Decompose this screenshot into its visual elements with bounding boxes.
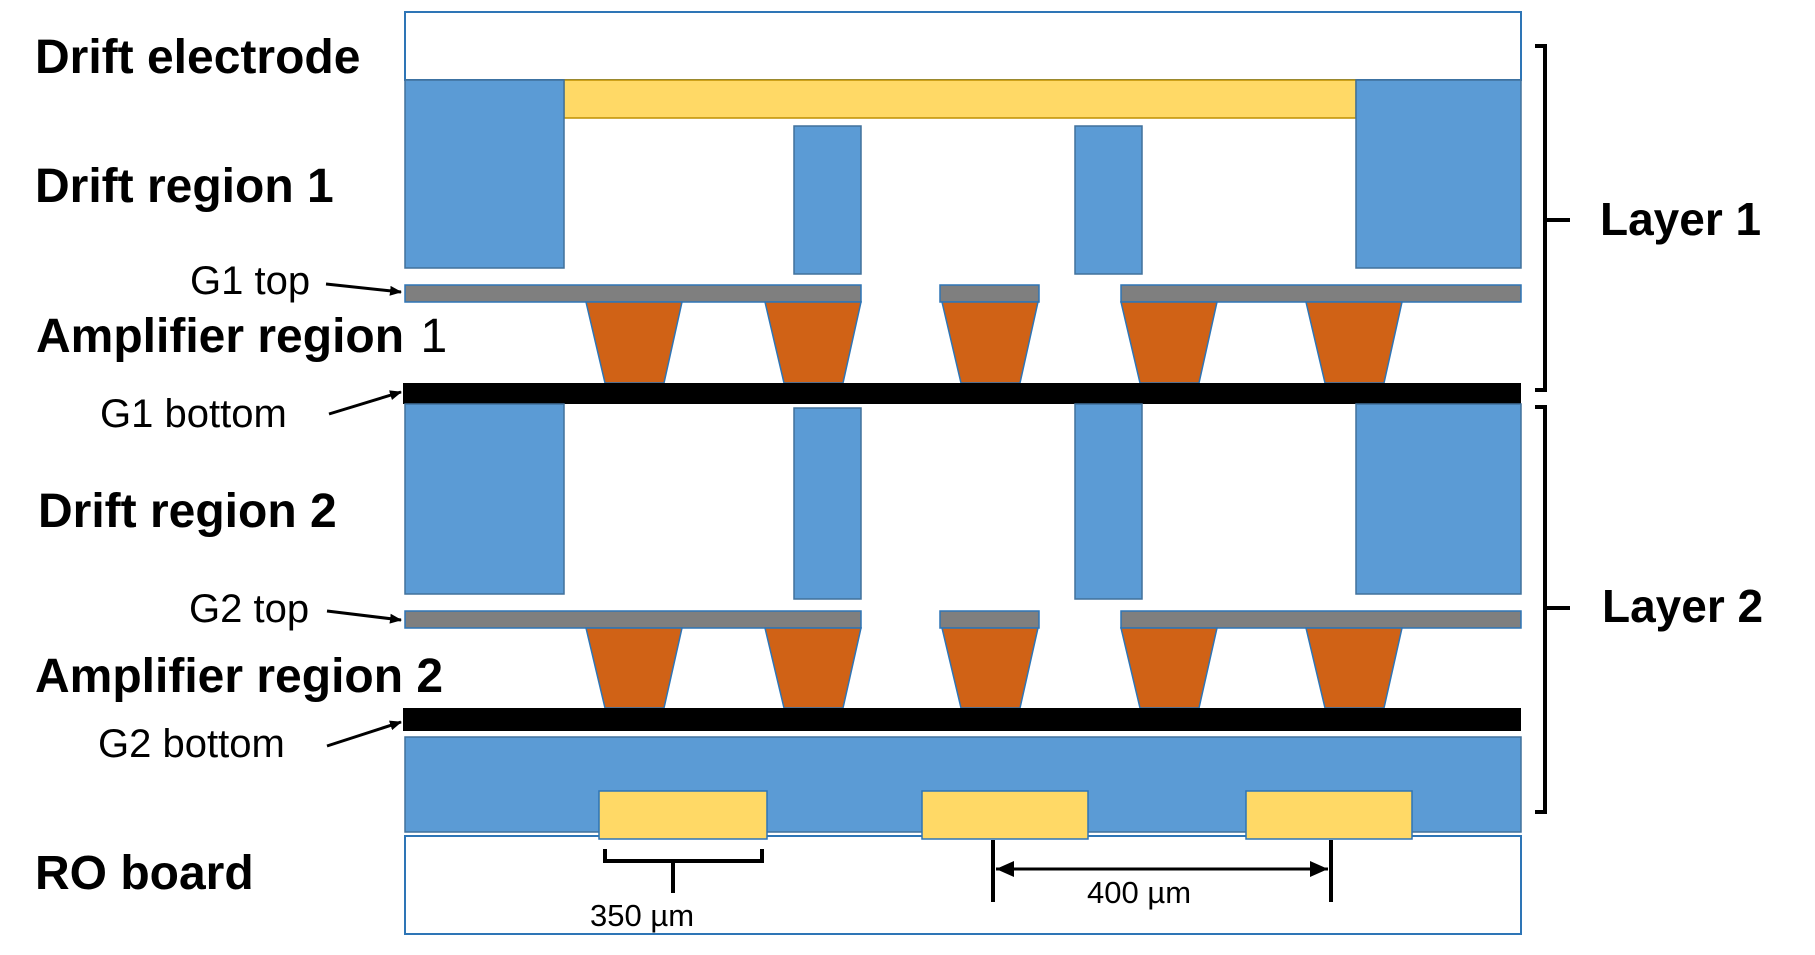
drift-region-2-label: Drift region 2 — [38, 485, 337, 538]
layer1-pillar-right — [1074, 125, 1143, 275]
amplifier2-cone — [585, 627, 683, 709]
layer1-pillar-left — [793, 125, 862, 275]
drift-electrode-frame — [404, 11, 1522, 81]
dimension-400-arrowhead-right — [1310, 861, 1328, 877]
layer1-bracket — [1535, 44, 1547, 392]
layer2-bracket — [1535, 405, 1547, 814]
g1-bottom-label: G1 bottom — [100, 392, 287, 436]
layer2-left-support — [404, 403, 565, 595]
amplifier2-cone — [1120, 627, 1218, 709]
g2-bottom-arrow — [326, 720, 402, 748]
layer2-label: Layer 2 — [1602, 580, 1763, 632]
amplifier2-cone — [764, 627, 862, 709]
amplifier1-cone — [764, 301, 862, 384]
readout-strip — [1245, 790, 1413, 840]
g1-top-label: G1 top — [190, 259, 310, 303]
layer2-pillar-left — [793, 407, 862, 600]
layer2-right-support — [1355, 403, 1522, 595]
g2-top-mesh-segment — [1120, 610, 1522, 629]
amplifier1-cone — [941, 301, 1039, 384]
g1-bottom-electrode — [403, 383, 1521, 404]
layer1-right-support — [1355, 79, 1522, 269]
drift-electrode-label: Drift electrode — [35, 31, 360, 84]
amplifier1-cone — [1120, 301, 1218, 384]
amplifier1-cone — [585, 301, 683, 384]
dimension-400-arrowhead-left — [996, 861, 1014, 877]
amplifier-region-1-text: Amplifier region — [36, 310, 404, 363]
g1-top-mesh-segment — [1120, 284, 1522, 303]
g1-bottom-arrow — [328, 390, 402, 416]
amplifier-region-2-label: Amplifier region 2 — [35, 650, 443, 703]
dimension-350-label: 350 µm — [590, 898, 694, 933]
dimension-400-label: 400 µm — [1087, 875, 1191, 910]
drift-region-1-label: Drift region 1 — [35, 160, 334, 213]
drift-electrode-strip — [563, 79, 1357, 119]
g1-top-mesh-segment — [939, 284, 1040, 303]
ro-board-frame — [404, 835, 1522, 935]
amplifier-region-1-label: Amplifier region 1 — [36, 310, 447, 363]
g2-top-mesh-segment — [404, 610, 862, 629]
layer1-left-support — [404, 79, 565, 269]
g2-top-mesh-segment — [939, 610, 1040, 629]
g2-bottom-electrode — [403, 708, 1521, 731]
layer2-pillar-right — [1074, 403, 1143, 600]
ro-board-label: RO board — [35, 847, 254, 900]
g2-top-label: G2 top — [189, 587, 309, 631]
amplifier1-cone — [1305, 301, 1403, 384]
readout-strip — [598, 790, 768, 840]
dimension-350-bracket — [603, 849, 764, 863]
amplifier2-cone — [1305, 627, 1403, 709]
g2-bottom-label: G2 bottom — [98, 722, 285, 766]
amplifier-region-1-number: 1 — [421, 310, 448, 363]
g1-top-arrow — [325, 282, 402, 296]
g1-top-mesh-segment — [404, 284, 862, 303]
amplifier2-cone — [941, 627, 1039, 709]
readout-strip — [921, 790, 1089, 840]
g2-top-arrow — [326, 609, 402, 624]
layer1-label: Layer 1 — [1600, 193, 1761, 245]
